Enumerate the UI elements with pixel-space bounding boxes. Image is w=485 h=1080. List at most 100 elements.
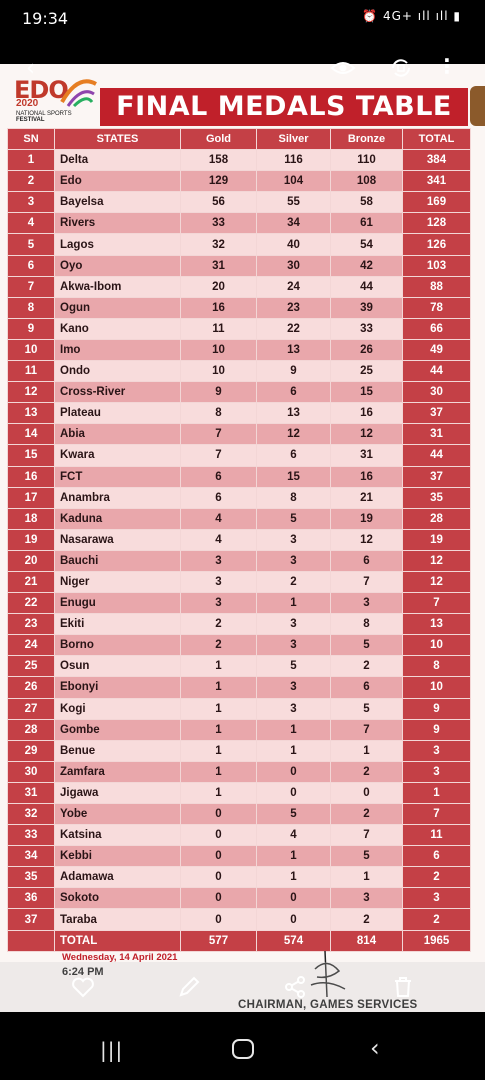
sn-cell: 21 (7, 570, 55, 594)
state-cell: Cross-River (54, 381, 181, 404)
more-icon[interactable]: ⋮ (437, 54, 457, 78)
state-cell: Kogi (54, 697, 181, 720)
gold-cell: 0 (180, 802, 257, 826)
sn-cell: 19 (7, 528, 55, 551)
silver-cell: 3 (256, 634, 331, 657)
silver-cell: 22 (256, 317, 331, 340)
bronze-cell: 7 (330, 824, 403, 847)
table-row: 33 Katsina 0 4 7 11 (7, 824, 471, 847)
silver-cell: 5 (256, 507, 331, 530)
total-cell: 3 (402, 887, 471, 910)
total-cell: 44 (402, 360, 471, 383)
gold-cell: 0 (180, 887, 257, 910)
bronze-cell: 5 (330, 634, 403, 657)
table-header-row: SN STATES Gold Silver Bronze TOTAL (7, 127, 471, 151)
total-cell: 66 (402, 317, 471, 340)
total-cell: 31 (402, 423, 471, 446)
total-cell: 44 (402, 444, 471, 467)
gold-cell: 3 (180, 592, 257, 615)
silver-cell: 3 (256, 528, 331, 551)
state-cell: Niger (54, 570, 181, 594)
table-row: 27 Kogi 1 3 5 9 (7, 697, 471, 720)
bronze-cell: 3 (330, 887, 403, 910)
table-row: 17 Anambra 6 8 21 35 (7, 486, 471, 509)
silver-cell: 2 (256, 570, 331, 594)
total-cell: 19 (402, 528, 471, 551)
bronze-cell: 5 (330, 845, 403, 868)
state-cell: Katsina (54, 824, 181, 847)
sn-cell: 6 (7, 254, 55, 277)
silver-cell: 3 (256, 676, 331, 699)
home-icon[interactable] (232, 1039, 254, 1059)
logo-subtitle: NATIONAL SPORTS (16, 111, 72, 117)
silver-cell: 5 (256, 655, 331, 678)
sn-cell: 18 (7, 507, 55, 530)
gold-cell: 0 (180, 845, 257, 868)
gold-cell: 2 (180, 634, 257, 657)
bronze-cell: 19 (330, 507, 403, 530)
total-state-cell: TOTAL (54, 929, 181, 952)
silver-cell: 104 (256, 170, 331, 193)
logo-festival: FESTIVAL (16, 117, 45, 123)
recent-apps-icon[interactable]: ||| (100, 1038, 124, 1062)
share-icon[interactable] (282, 974, 308, 1000)
silver-cell: 0 (256, 781, 331, 805)
column-header-gold: Gold (180, 127, 257, 151)
silver-cell: 1 (256, 739, 331, 762)
total-cell: 10 (402, 676, 471, 699)
bronze-cell: 16 (330, 465, 403, 488)
edit-icon[interactable] (176, 974, 202, 1000)
sn-cell: 20 (7, 549, 55, 572)
nav-back-icon[interactable]: ‹ (370, 1034, 380, 1062)
total-cell: 128 (402, 212, 471, 235)
sn-cell: 22 (7, 592, 55, 615)
column-header-silver: Silver (256, 127, 331, 151)
rotate-icon[interactable] (388, 56, 414, 80)
bronze-cell: 21 (330, 486, 403, 509)
gold-cell: 0 (180, 824, 257, 847)
total-cell: 30 (402, 381, 471, 404)
bronze-cell: 44 (330, 275, 403, 298)
total-sn-cell (7, 929, 55, 952)
sn-cell: 1 (7, 149, 55, 172)
table-row: 31 Jigawa 1 0 0 1 (7, 781, 471, 805)
state-cell: Ebonyi (54, 676, 181, 699)
bronze-cell: 25 (330, 360, 403, 383)
silver-cell: 3 (256, 549, 331, 572)
total-cell: 35 (402, 486, 471, 509)
table-body: 1 Delta 158 116 110 384 2 Edo 129 104 108 341 3 Bayel… (7, 149, 471, 952)
silver-cell: 0 (256, 908, 331, 931)
gold-cell: 7 (180, 423, 257, 446)
sn-cell: 5 (7, 233, 55, 256)
bronze-cell: 2 (330, 655, 403, 678)
gold-cell: 10 (180, 338, 257, 362)
delete-icon[interactable] (390, 974, 416, 1000)
table-row: 29 Benue 1 1 1 3 (7, 739, 471, 762)
table-header: EDO 2020 NATIONAL SPORTS FESTIVAL FINAL … (0, 64, 485, 126)
bronze-cell: 54 (330, 233, 403, 256)
total-cell: 88 (402, 275, 471, 298)
bronze-cell: 2 (330, 802, 403, 826)
total-cell: 384 (402, 149, 471, 172)
gold-cell: 10 (180, 360, 257, 383)
gold-cell: 1 (180, 739, 257, 762)
table-row: 14 Abia 7 12 12 31 (7, 423, 471, 446)
favorite-icon[interactable] (70, 974, 96, 1000)
silver-cell: 24 (256, 275, 331, 298)
eye-icon[interactable] (330, 56, 356, 80)
back-icon[interactable]: ‹ (26, 56, 35, 81)
table-row: 24 Borno 2 3 5 10 (7, 634, 471, 657)
table-row: 18 Kaduna 4 5 19 28 (7, 507, 471, 530)
bronze-cell: 2 (330, 908, 403, 931)
sn-cell: 29 (7, 739, 55, 762)
gold-cell: 20 (180, 275, 257, 298)
bronze-cell: 1 (330, 739, 403, 762)
total-cell: 3 (402, 739, 471, 762)
table-row: 8 Ogun 16 23 39 78 (7, 296, 471, 319)
report-date: Wednesday, 14 April 2021 (62, 952, 178, 963)
sn-cell: 9 (7, 317, 55, 340)
silver-cell: 1 (256, 845, 331, 868)
bronze-cell: 6 (330, 549, 403, 572)
bronze-cell: 12 (330, 528, 403, 551)
